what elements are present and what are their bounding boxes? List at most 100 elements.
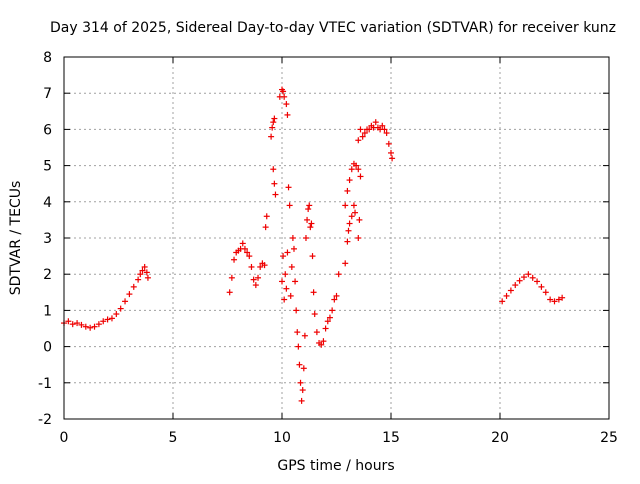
data-point <box>309 253 316 260</box>
data-point <box>366 126 373 133</box>
y-tick-label: 8 <box>43 50 52 66</box>
x-tick-label: 5 <box>169 430 178 446</box>
data-point <box>383 130 390 137</box>
data-point <box>310 289 317 296</box>
y-tick-label: 5 <box>43 159 52 175</box>
data-point <box>262 224 269 231</box>
data-point <box>126 291 133 298</box>
y-tick-label: 4 <box>43 195 52 211</box>
data-point <box>538 283 545 290</box>
data-point <box>346 220 353 227</box>
x-tick-label: 0 <box>60 430 69 446</box>
data-point <box>355 166 362 173</box>
data-point <box>281 296 288 303</box>
data-point <box>389 155 396 162</box>
data-point <box>512 282 519 289</box>
data-point <box>299 387 306 394</box>
data-point <box>294 329 301 336</box>
data-point <box>348 166 355 173</box>
data-point <box>534 278 541 285</box>
y-tick-label: 0 <box>43 340 52 356</box>
data-point <box>361 130 368 137</box>
data-point <box>313 329 320 336</box>
data-point <box>320 338 327 345</box>
data-point <box>324 318 331 325</box>
grid <box>64 57 609 419</box>
data-point <box>283 101 290 108</box>
data-point <box>293 307 300 314</box>
data-point <box>279 278 285 285</box>
data-point <box>307 224 314 231</box>
data-point <box>226 289 233 296</box>
y-tick-label: 3 <box>43 231 52 247</box>
data-point <box>308 220 315 227</box>
data-point <box>355 235 362 241</box>
data-point <box>65 318 72 325</box>
data-point <box>385 140 392 147</box>
data-point <box>344 187 351 194</box>
data-point <box>342 202 349 209</box>
data-point <box>231 256 238 263</box>
data-point <box>117 305 124 312</box>
data-point <box>282 271 289 278</box>
data-point <box>302 235 309 241</box>
data-point <box>301 332 308 339</box>
chart-title: Day 314 of 2025, Sidereal Day-to-day VTE… <box>50 20 616 36</box>
data-point <box>91 323 98 330</box>
x-tick-label: 10 <box>273 430 291 446</box>
data-point <box>285 184 292 191</box>
data-point <box>318 341 325 348</box>
x-tick-label: 20 <box>491 430 509 446</box>
data-point <box>78 321 85 328</box>
y-tick-label: 1 <box>43 303 52 319</box>
data-point <box>335 271 342 278</box>
data-point <box>298 397 305 404</box>
data-point <box>542 289 549 296</box>
data-point <box>326 314 333 321</box>
data-point <box>87 324 94 331</box>
data-point <box>296 361 303 368</box>
y-tick-label: 7 <box>43 86 52 102</box>
data-point <box>555 296 562 303</box>
data-point <box>268 133 275 140</box>
data-point <box>297 379 304 386</box>
data-point <box>246 253 253 260</box>
data-point <box>284 249 291 256</box>
tick-labels: 0 5 10 15 20 25 -2 -1 0 1 2 3 4 5 6 7 8 <box>38 50 618 446</box>
data-point <box>289 235 296 241</box>
data-point <box>357 126 364 133</box>
data-point <box>331 296 338 303</box>
data-point <box>283 285 290 292</box>
y-tick-label: -2 <box>38 412 52 428</box>
data-point <box>74 320 81 327</box>
data-point <box>304 216 311 223</box>
data-point <box>379 122 386 129</box>
data-point <box>252 282 259 289</box>
data-point <box>551 298 558 305</box>
data-point <box>95 321 102 328</box>
data-point <box>352 209 359 216</box>
data-point <box>329 307 336 314</box>
data-point <box>288 263 295 270</box>
data-point <box>348 213 355 220</box>
data-point <box>69 321 76 328</box>
data-point <box>143 269 150 276</box>
y-tick-label: 2 <box>43 267 52 283</box>
y-tick-label: -1 <box>38 376 52 392</box>
data-point <box>270 166 277 173</box>
data-point <box>357 173 364 180</box>
data-point <box>306 202 313 209</box>
data-point <box>271 115 278 122</box>
data-point <box>263 213 270 220</box>
data-point <box>346 177 353 184</box>
data-point <box>82 323 89 330</box>
data-point <box>344 238 351 245</box>
data-point <box>261 262 268 269</box>
x-tick-label: 25 <box>600 430 618 446</box>
data-point <box>139 267 146 274</box>
data-point <box>280 253 287 260</box>
data-point <box>300 365 307 372</box>
data-point <box>388 149 394 156</box>
